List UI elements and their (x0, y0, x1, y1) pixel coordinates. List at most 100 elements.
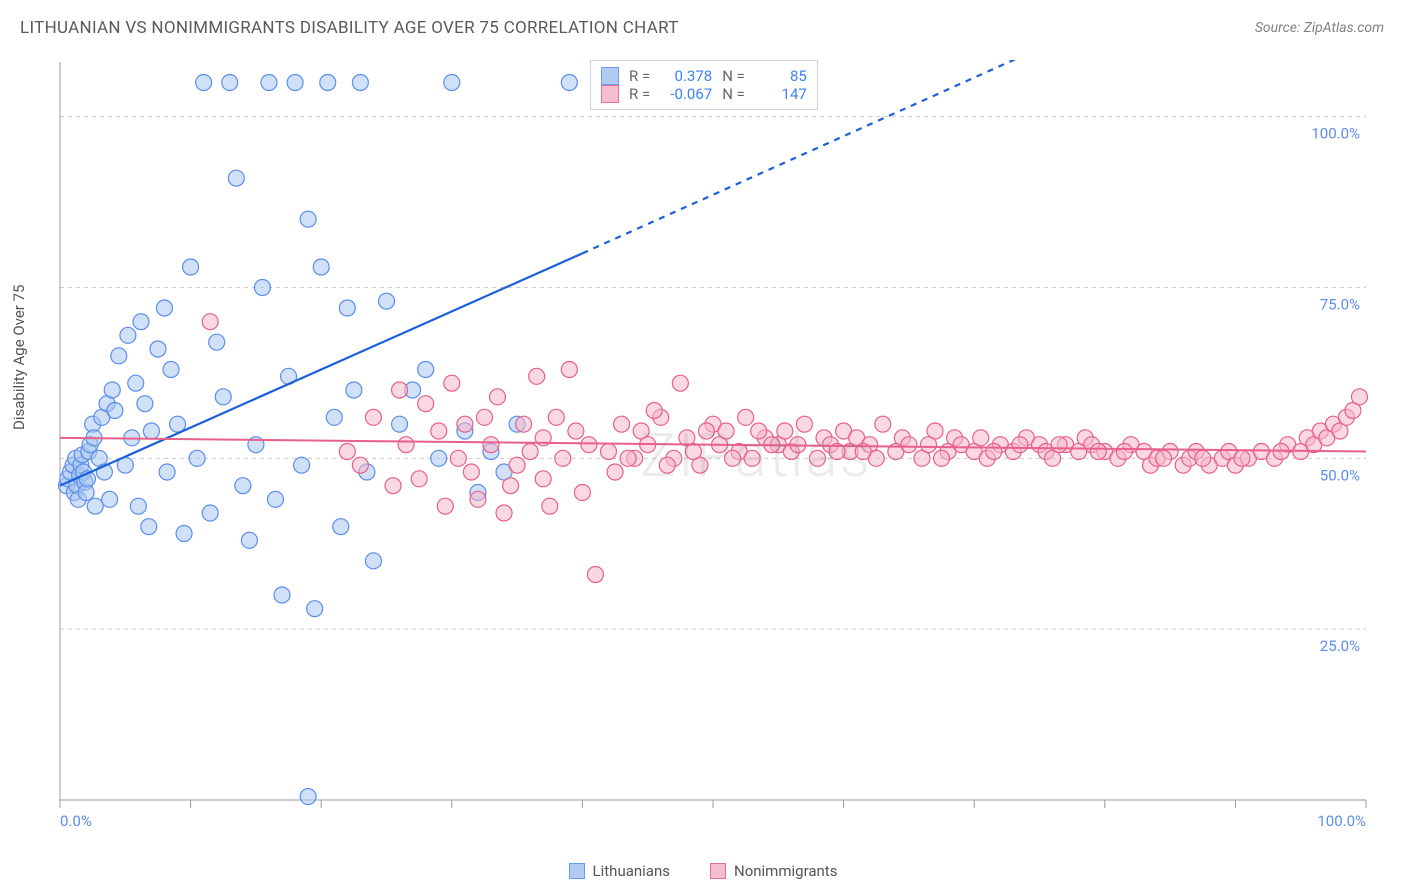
data-point (568, 423, 584, 439)
stats-r-value: -0.067 (660, 85, 712, 103)
data-point (150, 341, 166, 357)
stats-row-nonimmigrants: R = -0.067 N = 147 (601, 85, 807, 103)
data-point (529, 368, 545, 384)
stats-r-label: R = (629, 85, 650, 103)
data-point (241, 532, 257, 548)
data-point (574, 485, 590, 501)
data-point (672, 375, 688, 391)
data-point (718, 423, 734, 439)
data-point (738, 409, 754, 425)
data-point (87, 498, 103, 514)
data-point (411, 471, 427, 487)
data-point (379, 293, 395, 309)
data-point (901, 437, 917, 453)
data-point (385, 478, 401, 494)
data-point (287, 75, 303, 91)
data-point (202, 314, 218, 330)
data-point (561, 362, 577, 378)
data-point (313, 259, 329, 275)
legend-item-nonimmigrants: Nonimmigrants (710, 862, 837, 880)
data-point (601, 444, 617, 460)
data-point (163, 362, 179, 378)
plot-area: 25.0%50.0%75.0%100.0%0.0%100.0% ZIPatlas… (50, 60, 1386, 830)
data-point (920, 437, 936, 453)
stats-n-label: N = (722, 67, 745, 85)
data-point (189, 450, 205, 466)
data-point (437, 498, 453, 514)
data-point (235, 478, 251, 494)
data-point (111, 348, 127, 364)
stats-row-lithuanians: R =0.378N =85 (601, 67, 807, 85)
data-point (133, 314, 149, 330)
data-point (476, 409, 492, 425)
data-point (202, 505, 218, 521)
data-point (365, 553, 381, 569)
x-tick-label-left: 0.0% (60, 812, 92, 830)
data-point (561, 75, 577, 91)
data-point (542, 498, 558, 514)
legend-swatch-lithuanians (569, 863, 585, 879)
data-point (986, 444, 1002, 460)
data-point (1234, 450, 1250, 466)
data-point (141, 519, 157, 535)
data-point (809, 450, 825, 466)
data-point (796, 416, 812, 432)
data-point (215, 389, 231, 405)
data-point (294, 457, 310, 473)
data-point (130, 498, 146, 514)
data-point (300, 211, 316, 227)
data-point (261, 75, 277, 91)
data-point (222, 75, 238, 91)
data-point (973, 430, 989, 446)
y-tick-label: 75.0% (1320, 296, 1360, 314)
data-point (156, 300, 172, 316)
data-point (1195, 450, 1211, 466)
data-point (555, 450, 571, 466)
stats-r-value: 0.378 (660, 67, 712, 85)
data-point (607, 464, 623, 480)
data-point (646, 403, 662, 419)
data-point (339, 300, 355, 316)
stats-legend-box: R =0.378N =85R =-0.067N =147 (590, 60, 818, 110)
data-point (659, 457, 675, 473)
legend-bottom: Lithuanians Nonimmigrants (0, 862, 1406, 880)
data-point (875, 416, 891, 432)
data-point (128, 375, 144, 391)
data-point (102, 491, 118, 507)
data-point (228, 170, 244, 186)
stats-n-label: N = (722, 85, 745, 103)
data-point (535, 471, 551, 487)
data-point (418, 396, 434, 412)
y-tick-label: 50.0% (1320, 466, 1360, 484)
data-point (698, 423, 714, 439)
swatch-lithuanians (601, 67, 619, 85)
data-point (300, 789, 316, 805)
series-nonimmigrants (202, 314, 1367, 583)
data-point (392, 416, 408, 432)
data-point (352, 75, 368, 91)
data-point (450, 450, 466, 466)
swatch-nonimmigrants (601, 85, 619, 103)
source-label: Source: ZipAtlas.com (1255, 20, 1384, 36)
legend-label: Nonimmigrants (734, 862, 837, 880)
data-point (1051, 437, 1067, 453)
data-point (1351, 389, 1367, 405)
chart-container: LITHUANIAN VS NONIMMIGRANTS DISABILITY A… (0, 0, 1406, 892)
legend-label: Lithuanians (593, 862, 670, 880)
y-axis-label: Disability Age Over 75 (10, 285, 28, 430)
data-point (307, 601, 323, 617)
data-point (522, 444, 538, 460)
data-point (490, 389, 506, 405)
data-point (744, 450, 760, 466)
data-point (496, 505, 512, 521)
data-point (104, 382, 120, 398)
data-point (548, 409, 564, 425)
data-point (196, 75, 212, 91)
data-point (516, 416, 532, 432)
data-point (159, 464, 175, 480)
data-point (581, 437, 597, 453)
data-point (120, 327, 136, 343)
stats-r-label: R = (629, 67, 650, 85)
stats-n-value: 147 (755, 85, 807, 103)
data-point (431, 450, 447, 466)
